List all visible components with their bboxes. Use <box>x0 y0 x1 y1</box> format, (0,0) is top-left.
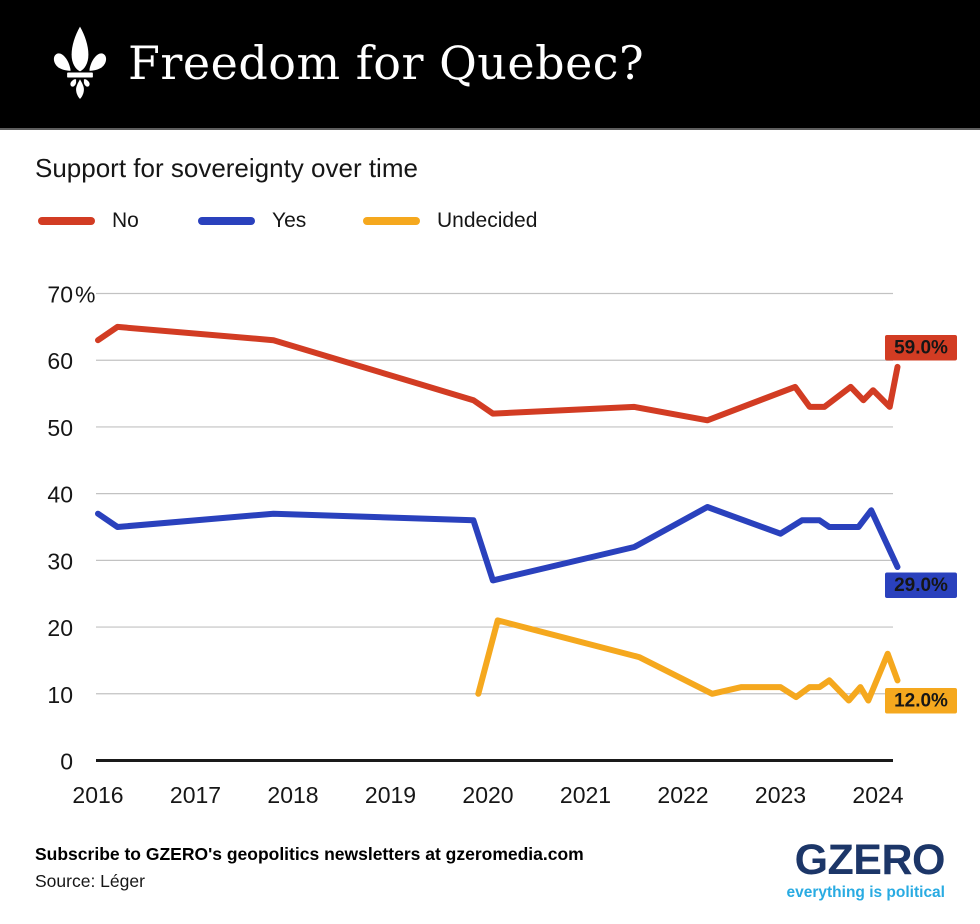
gzero-logo: GZERO everything is political <box>787 838 946 902</box>
x-tick-label: 2016 <box>72 782 123 808</box>
footer-source-text: Source: Léger <box>35 871 145 891</box>
x-tick-label: 2023 <box>755 782 806 808</box>
end-label-no: 59.0% <box>894 338 948 359</box>
x-tick-label: 2017 <box>170 782 221 808</box>
legend-swatch-yes <box>198 217 255 225</box>
end-label-box-no <box>885 335 957 361</box>
end-label-box-undecided <box>885 688 957 714</box>
y-tick-label: 30 <box>47 548 73 574</box>
page-title: Freedom for Quebec? <box>128 36 645 90</box>
y-tick-label: 0 <box>60 749 73 775</box>
series-line-yes <box>95 504 901 584</box>
gzero-logo-text: GZERO <box>794 836 946 884</box>
legend-item-yes: Yes <box>198 209 363 233</box>
footer-subscribe-text: Subscribe to GZERO's geopolitics newslet… <box>35 844 584 864</box>
y-tick-label: 70 <box>47 282 73 308</box>
legend-swatch-no <box>38 217 95 225</box>
x-tick-label: 2024 <box>852 782 903 808</box>
y-tick-label: 60 <box>47 348 73 374</box>
legend-item-no: No <box>38 209 198 233</box>
legend-swatch-undecided <box>363 217 420 225</box>
fleur-de-lis-icon <box>53 26 107 99</box>
y-tick-label: 10 <box>47 682 73 708</box>
y-axis-unit: % <box>75 282 95 308</box>
legend-item-undecided: Undecided <box>363 209 537 233</box>
y-tick-label: 20 <box>47 615 73 641</box>
legend: No Yes Undecided <box>38 208 537 234</box>
x-tick-label: 2018 <box>267 782 318 808</box>
x-tick-label: 2020 <box>462 782 513 808</box>
end-label-yes: 29.0% <box>894 575 948 596</box>
gzero-logo-tagline: everything is political <box>786 884 946 901</box>
header-bar: Freedom for Quebec? <box>0 0 980 130</box>
end-label-box-yes <box>885 572 957 598</box>
end-label-undecided: 12.0% <box>894 691 948 712</box>
chart-subtitle: Support for sovereignty over time <box>35 153 418 183</box>
series-line-undecided <box>475 617 901 704</box>
legend-label-no: No <box>112 209 139 232</box>
y-tick-label: 50 <box>47 415 73 441</box>
y-tick-label: 40 <box>47 482 73 508</box>
series-line-no <box>95 323 901 424</box>
x-tick-label: 2019 <box>365 782 416 808</box>
legend-label-undecided: Undecided <box>437 209 538 232</box>
legend-label-yes: Yes <box>272 209 307 232</box>
x-tick-label: 2021 <box>560 782 611 808</box>
line-chart: 0 10 20 30 40 50 60 70 % 2016 2017 2018 2019 2020 2021… <box>47 282 957 808</box>
x-tick-label: 2022 <box>657 782 708 808</box>
